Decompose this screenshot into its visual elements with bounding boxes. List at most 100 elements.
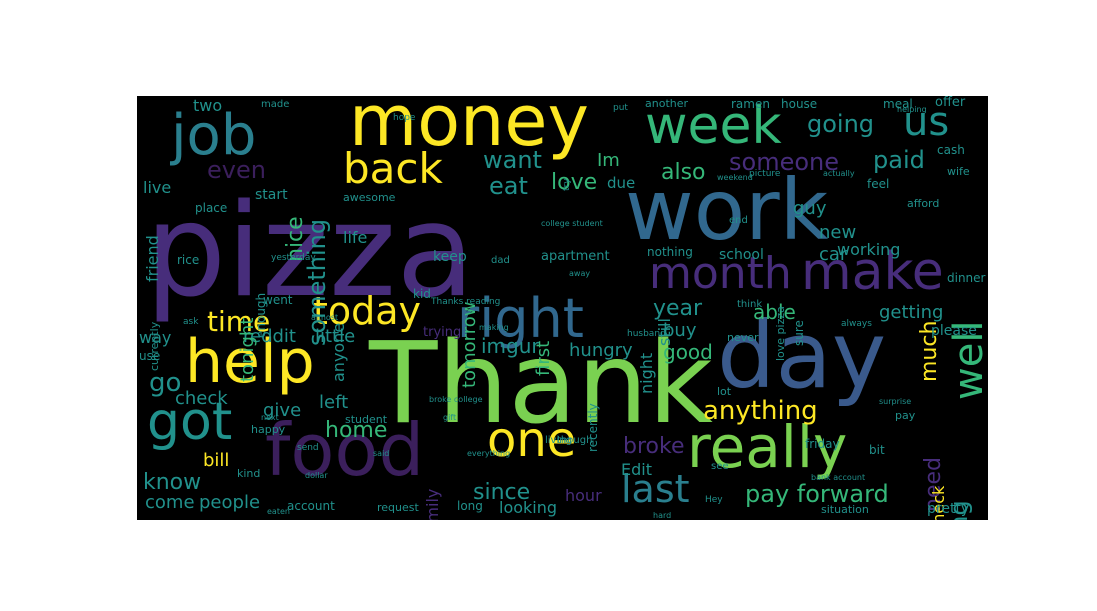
cloud-word-wife: wife — [947, 165, 970, 178]
cloud-word-thank: Thank — [369, 319, 713, 449]
cloud-word-away: away — [569, 269, 591, 278]
cloud-word-almost: almost — [311, 313, 339, 322]
word-cloud: pizza Thank work day money food really week job h… — [137, 96, 988, 520]
cloud-word-keep: keep — [433, 249, 467, 265]
cloud-word-new: new — [819, 222, 857, 243]
cloud-word-house: house — [781, 97, 818, 111]
cloud-word-apartment: apartment — [541, 249, 610, 264]
cloud-word-offer: offer — [935, 96, 966, 110]
cloud-word-two: two — [193, 96, 223, 115]
cloud-word-love: love — [551, 170, 598, 195]
cloud-word-someone: someone — [729, 148, 839, 176]
cloud-word-pay-forward: pay forward — [745, 480, 889, 508]
cloud-word-month: month — [649, 248, 792, 299]
cloud-word-start: start — [255, 187, 288, 203]
cloud-word-end: end — [729, 215, 748, 226]
cloud-word-lot: lot — [717, 385, 732, 398]
cloud-word-though: though — [557, 435, 593, 446]
cloud-word-want: want — [483, 146, 542, 174]
cloud-word-pay: pay — [895, 409, 916, 422]
cloud-word-way: way — [139, 328, 172, 347]
cloud-word-long: long — [457, 499, 483, 513]
cloud-word-car: car — [819, 244, 848, 265]
cloud-word-us: us — [903, 99, 950, 145]
cloud-word-never: never — [727, 331, 759, 344]
cloud-word-rice: rice — [177, 253, 200, 267]
cloud-word-live: live — [143, 178, 172, 197]
cloud-word-everything: everything — [467, 449, 511, 458]
cloud-word-hour: hour — [565, 486, 602, 505]
cloud-word-thanks-reading: Thanks reading — [431, 297, 501, 307]
cloud-word-use: use — [139, 349, 161, 363]
cloud-word-helping: helping — [897, 105, 927, 114]
cloud-word-kind: kind — [237, 467, 261, 480]
cloud-word-got: got — [147, 392, 233, 452]
cloud-word-another: another — [645, 97, 689, 110]
cloud-word-eaten: eaten — [267, 507, 290, 516]
cloud-word-pretty: pretty — [927, 501, 970, 517]
cloud-word-home: home — [325, 418, 388, 443]
cloud-word-ask: ask — [183, 317, 199, 327]
cloud-word-friend: friend — [143, 235, 162, 282]
cloud-word-going: going — [807, 110, 875, 138]
cloud-word-made: made — [261, 99, 290, 110]
cloud-word-yesterday: yesterday — [271, 253, 316, 263]
cloud-word-job: job — [171, 103, 257, 168]
cloud-word-edit: Edit — [621, 460, 652, 479]
cloud-word-currently: currently — [148, 321, 161, 371]
cloud-word-right: right — [457, 287, 584, 350]
cloud-word-dollar: dollar — [305, 471, 328, 480]
cloud-word-hope: hope — [393, 113, 416, 123]
cloud-word-kid: kid — [413, 287, 431, 301]
cloud-word-think: think — [737, 299, 763, 310]
cloud-word-feel: feel — [867, 177, 890, 191]
cloud-word-guy: guy — [793, 198, 827, 219]
cloud-word-bill: bill — [203, 450, 230, 471]
cloud-word-back: back — [343, 144, 443, 193]
cloud-word-gift: gift — [443, 413, 457, 422]
cloud-word-trying: trying — [423, 325, 462, 340]
cloud-word-first: first — [533, 340, 554, 376]
cloud-word-year: year — [653, 296, 703, 321]
cloud-word-love-pizza: love pizza — [774, 306, 787, 361]
cloud-word-went: went — [263, 293, 293, 307]
cloud-word-money: money — [349, 96, 589, 162]
cloud-word-making: making — [479, 323, 509, 332]
cloud-word-work: work — [625, 161, 829, 259]
cloud-word-family: family — [423, 488, 442, 520]
cloud-word-anyone: anyone — [329, 322, 348, 382]
cloud-word-buy: buy — [663, 320, 697, 341]
cloud-word-due: due — [607, 174, 636, 192]
cloud-word-come: come — [145, 492, 195, 513]
cloud-word-tomorrow: tomorrow — [459, 301, 480, 388]
cloud-word-left: left — [319, 392, 349, 413]
cloud-word-send: send — [297, 443, 319, 453]
cloud-word-getting: getting — [879, 302, 944, 323]
cloud-word-request: request — [377, 501, 419, 514]
cloud-word-put: put — [613, 103, 628, 113]
cloud-word-nothing: nothing — [647, 245, 693, 259]
cloud-word-please: please — [931, 323, 977, 339]
cloud-word-today: today — [313, 289, 422, 333]
cloud-word-picture: picture — [749, 169, 781, 179]
cloud-word-good: good — [663, 340, 713, 364]
cloud-word-school: school — [719, 247, 764, 263]
cloud-word-see: see — [711, 461, 729, 472]
cloud-word-week: week — [645, 96, 782, 156]
cloud-word-awesome: awesome — [343, 191, 396, 204]
cloud-word-hard: hard — [653, 511, 672, 520]
cloud-word-one: one — [487, 412, 577, 468]
cloud-word-night: night — [637, 352, 656, 394]
cloud-word-next: next — [261, 413, 279, 422]
cloud-word-looking: looking — [499, 498, 558, 517]
cloud-word-check: check — [175, 388, 228, 409]
cloud-word-give: give — [263, 400, 302, 421]
cloud-word-place: place — [195, 201, 228, 215]
cloud-word-husband: husband — [627, 329, 666, 339]
cloud-word-sure: sure — [792, 320, 806, 346]
cloud-word-always: always — [841, 319, 872, 329]
cloud-word-actually: actually — [823, 169, 855, 178]
cloud-word-student: student — [345, 413, 388, 426]
cloud-word-bank-account: bank account — [811, 473, 866, 482]
cloud-word-happy: happy — [251, 423, 286, 436]
